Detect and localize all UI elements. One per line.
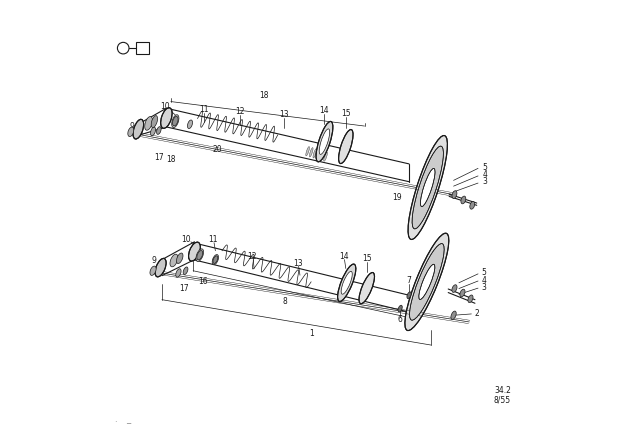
Text: 12: 12 [248,252,257,261]
Text: 19: 19 [392,193,401,202]
Ellipse shape [451,311,456,319]
Ellipse shape [196,249,204,262]
Ellipse shape [420,168,435,207]
Ellipse shape [197,250,203,260]
Text: 3: 3 [482,283,486,292]
Text: 10: 10 [182,235,191,244]
Ellipse shape [319,129,330,155]
Text: 14: 14 [339,252,348,261]
Text: 17: 17 [154,153,164,162]
Text: 2: 2 [475,310,480,319]
Ellipse shape [398,305,403,312]
Text: 20: 20 [212,145,223,154]
Text: 3: 3 [483,177,488,186]
Ellipse shape [410,244,444,320]
Ellipse shape [157,127,161,134]
Text: 4: 4 [482,276,486,284]
Ellipse shape [150,127,156,136]
Text: 6: 6 [397,315,403,324]
Text: 8: 8 [282,297,287,306]
Ellipse shape [470,202,475,209]
Ellipse shape [128,127,134,137]
Text: 13: 13 [280,110,289,120]
Text: 5: 5 [482,268,486,277]
Text: 4: 4 [483,170,488,179]
Text: 9: 9 [152,256,157,265]
Ellipse shape [460,289,465,297]
Ellipse shape [419,264,435,299]
Ellipse shape [306,146,310,156]
Text: 17: 17 [179,284,189,293]
Ellipse shape [320,151,324,160]
Ellipse shape [359,272,374,304]
Text: 10: 10 [161,103,170,112]
Text: 11: 11 [200,105,209,114]
Ellipse shape [468,295,473,302]
Ellipse shape [155,258,166,277]
Ellipse shape [405,233,449,331]
Text: 11: 11 [209,235,218,244]
Ellipse shape [412,146,444,229]
Ellipse shape [213,256,218,263]
Text: 12: 12 [235,108,244,116]
Ellipse shape [313,149,317,158]
Ellipse shape [145,116,152,130]
Ellipse shape [341,271,352,294]
Ellipse shape [338,264,356,302]
Ellipse shape [172,115,179,128]
Ellipse shape [309,147,313,157]
Ellipse shape [150,266,156,276]
Ellipse shape [183,267,188,275]
Ellipse shape [189,242,200,261]
Ellipse shape [324,152,328,161]
Ellipse shape [173,116,178,126]
Text: 14: 14 [319,106,329,115]
Ellipse shape [133,119,143,139]
Text: 15: 15 [341,109,351,118]
Text: .: . [114,415,116,424]
Text: 1: 1 [308,329,314,338]
Ellipse shape [188,120,193,129]
Ellipse shape [176,269,181,277]
Text: 5: 5 [483,163,488,172]
FancyBboxPatch shape [136,43,149,54]
Text: 18: 18 [260,91,269,100]
Ellipse shape [161,108,172,128]
Ellipse shape [177,253,183,263]
Ellipse shape [317,150,320,159]
Text: 7: 7 [406,276,412,285]
Ellipse shape [408,135,447,240]
Text: 8/55: 8/55 [494,395,511,404]
Ellipse shape [461,196,466,204]
Text: _: _ [127,415,131,424]
Text: 9: 9 [129,121,134,130]
Text: 15: 15 [362,254,372,263]
Ellipse shape [170,254,178,267]
Text: 18: 18 [166,155,175,164]
Ellipse shape [339,129,353,164]
Text: 16: 16 [198,277,208,286]
Ellipse shape [452,285,457,293]
Ellipse shape [452,191,457,198]
Text: 13: 13 [293,258,303,267]
Ellipse shape [407,292,411,299]
Ellipse shape [212,254,218,265]
Ellipse shape [151,116,157,128]
Ellipse shape [316,121,333,162]
Text: 34.2: 34.2 [494,386,511,395]
